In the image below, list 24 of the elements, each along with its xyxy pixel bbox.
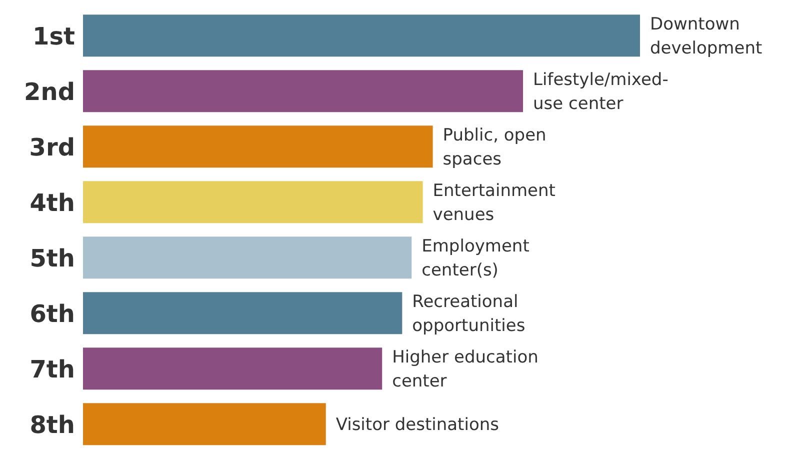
y-tick-label: 8th <box>30 410 75 439</box>
annotation: Employment center(s) <box>422 236 530 281</box>
annotation: Higher education center <box>392 348 538 392</box>
annotation: Public, open spaces <box>442 126 546 170</box>
bar <box>83 70 524 112</box>
y-tick-label: 2nd <box>24 78 75 106</box>
annotation: Downtown development <box>650 14 762 59</box>
bar <box>83 236 412 279</box>
y-tick-label: 1st <box>32 22 75 50</box>
bar <box>83 14 640 57</box>
y-tick-label: 4th <box>30 188 75 217</box>
y-tick-label: 7th <box>30 355 75 384</box>
annotation: Lifestyle/mixed- use center <box>533 70 668 114</box>
annotation: Entertainment venues <box>432 181 556 226</box>
annotation: Visitor destinations <box>336 415 500 436</box>
y-tick-label: 3rd <box>29 133 75 162</box>
bar <box>83 126 433 168</box>
bar <box>83 348 382 390</box>
bar <box>83 181 423 224</box>
y-tick-label: 6th <box>30 300 75 328</box>
bar <box>83 292 402 334</box>
annotation: Recreational opportunities <box>412 292 526 336</box>
y-tick-label: 5th <box>30 244 75 272</box>
bar <box>83 403 326 446</box>
